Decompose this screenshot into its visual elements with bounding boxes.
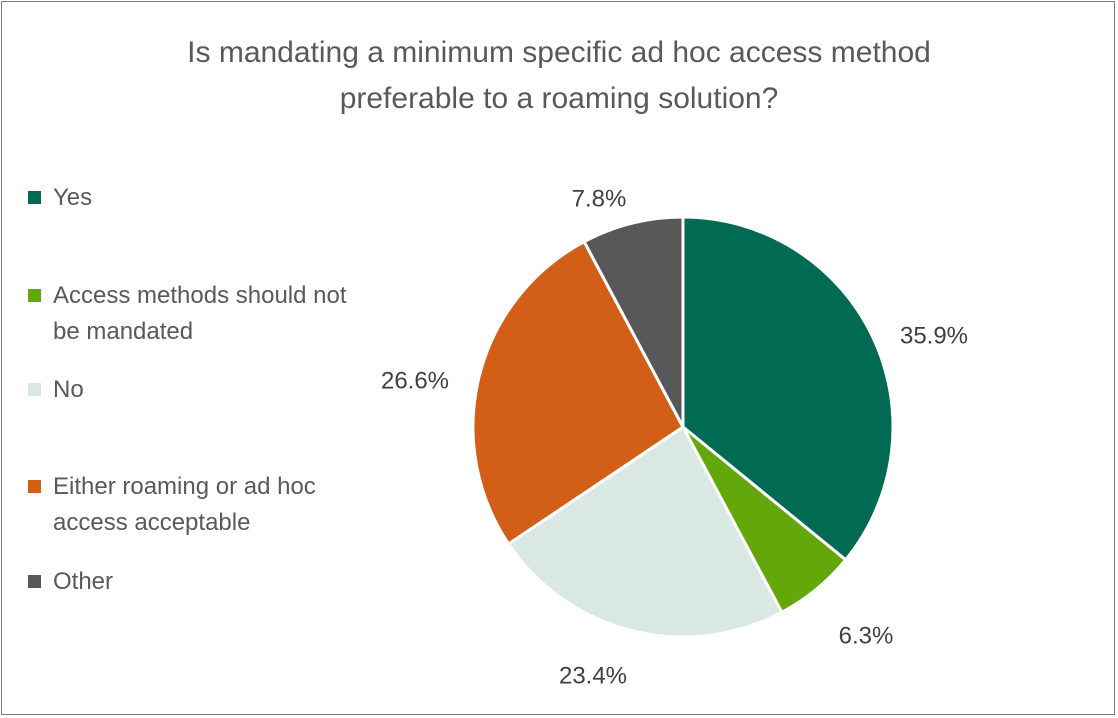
data-label-not-mandated: 6.3% bbox=[839, 622, 894, 649]
legend-swatch-other bbox=[28, 575, 41, 588]
pie-slice-either bbox=[471, 240, 685, 546]
data-label-other: 7.8% bbox=[572, 185, 627, 212]
legend-swatch-yes bbox=[28, 191, 41, 204]
legend-item-other: Other bbox=[28, 564, 418, 600]
pie-slice-other bbox=[582, 215, 685, 429]
legend-item-yes: Yes bbox=[28, 180, 418, 216]
data-label-yes: 35.9% bbox=[900, 322, 968, 349]
legend-item-either: Either roaming or ad hoc access acceptab… bbox=[28, 469, 418, 541]
legend-label-not-mandated: Access methods should not be mandated bbox=[53, 282, 347, 345]
chart-title: Is mandating a minimum specific ad hoc a… bbox=[0, 30, 1118, 122]
legend-label-other: Other bbox=[53, 568, 114, 595]
chart-title-line-1: Is mandating a minimum specific ad hoc a… bbox=[187, 36, 931, 69]
legend-item-not-mandated: Access methods should not be mandated bbox=[28, 278, 418, 350]
data-label-no: 23.4% bbox=[559, 662, 627, 689]
pie-slice-yes bbox=[681, 215, 895, 562]
legend-label-no: No bbox=[53, 376, 84, 403]
legend-label-either: Either roaming or ad hoc access acceptab… bbox=[53, 473, 316, 536]
legend-swatch-no bbox=[28, 383, 41, 396]
chart-title-line-2: preferable to a roaming solution? bbox=[339, 82, 779, 115]
legend-swatch-not-mandated bbox=[28, 289, 41, 302]
data-label-either: 26.6% bbox=[381, 367, 449, 394]
legend-label-yes: Yes bbox=[53, 184, 93, 211]
legend-item-no: No bbox=[28, 372, 418, 408]
legend-swatch-either bbox=[28, 480, 41, 493]
pie-slice-no bbox=[507, 425, 784, 639]
